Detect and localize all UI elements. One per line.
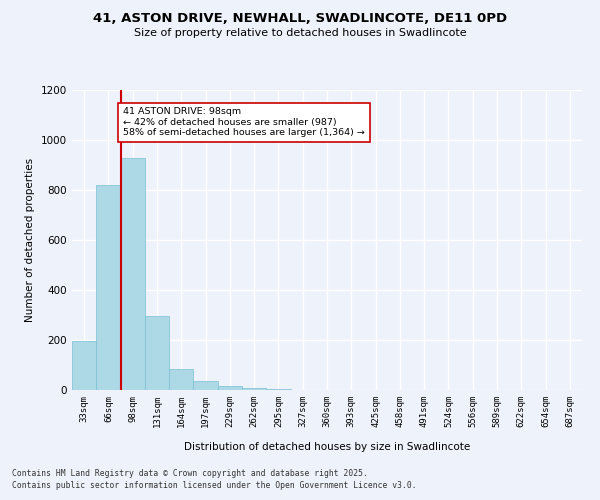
Bar (169, 369, 193, 390)
Bar (193, 381, 218, 390)
Text: 41 ASTON DRIVE: 98sqm
← 42% of detached houses are smaller (987)
58% of semi-det: 41 ASTON DRIVE: 98sqm ← 42% of detached … (123, 108, 365, 138)
Bar (266, 389, 290, 390)
Bar (96, 185, 121, 390)
Bar (218, 386, 242, 390)
Bar (121, 158, 145, 390)
Bar (145, 316, 169, 390)
Text: 41, ASTON DRIVE, NEWHALL, SWADLINCOTE, DE11 0PD: 41, ASTON DRIVE, NEWHALL, SWADLINCOTE, D… (93, 12, 507, 26)
Text: Distribution of detached houses by size in Swadlincote: Distribution of detached houses by size … (184, 442, 470, 452)
Text: Contains public sector information licensed under the Open Government Licence v3: Contains public sector information licen… (12, 481, 416, 490)
Bar (242, 388, 266, 390)
Y-axis label: Number of detached properties: Number of detached properties (25, 158, 35, 322)
Text: Size of property relative to detached houses in Swadlincote: Size of property relative to detached ho… (134, 28, 466, 38)
Bar (72, 341, 96, 390)
Text: Contains HM Land Registry data © Crown copyright and database right 2025.: Contains HM Land Registry data © Crown c… (12, 468, 368, 477)
